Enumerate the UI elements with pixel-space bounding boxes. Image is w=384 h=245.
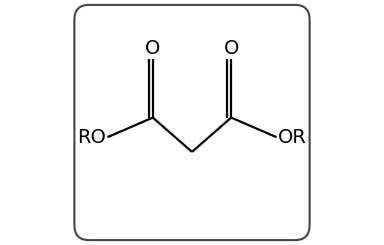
Text: O: O: [145, 38, 161, 58]
FancyBboxPatch shape: [74, 5, 310, 240]
Text: O: O: [223, 38, 239, 58]
Text: OR: OR: [278, 128, 307, 147]
Text: RO: RO: [77, 128, 106, 147]
